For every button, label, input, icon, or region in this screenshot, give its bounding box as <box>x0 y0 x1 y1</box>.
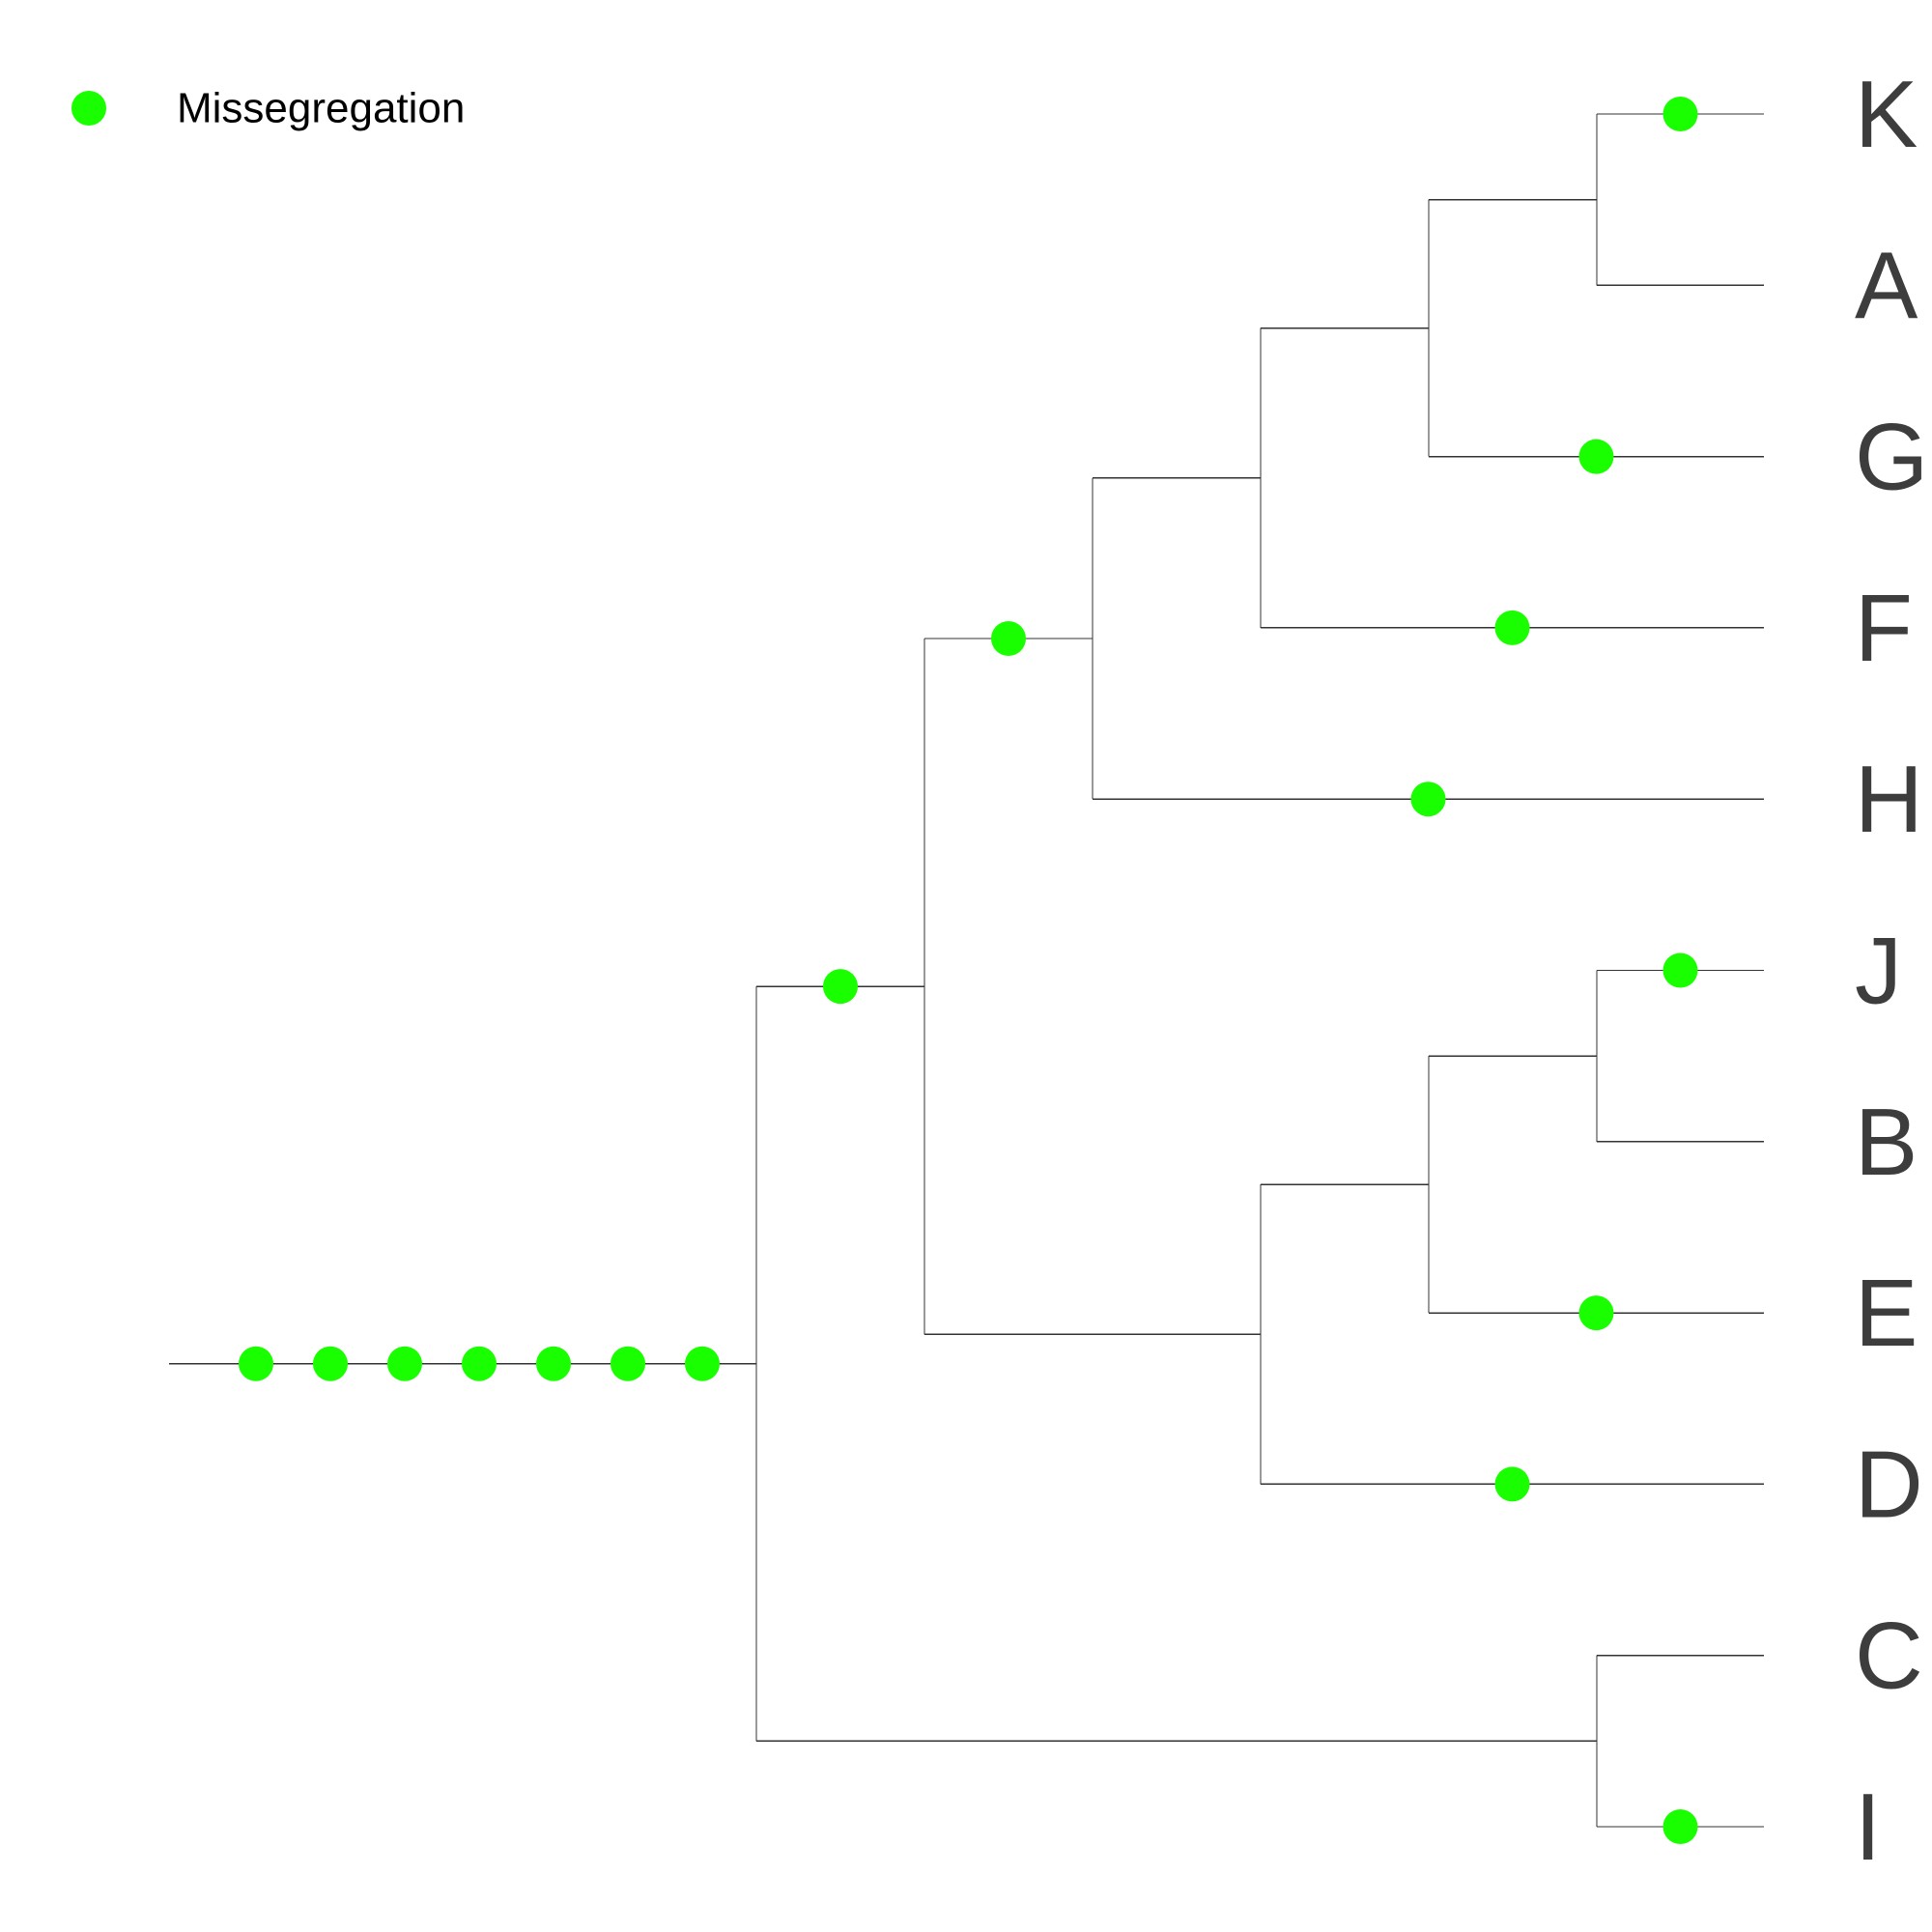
tree-branches <box>169 113 1764 1828</box>
missegregation-dot-nKAGFH <box>991 620 1026 656</box>
missegregation-dot-F <box>1494 610 1530 645</box>
tip-label-H: H <box>1855 746 1923 852</box>
missegregation-dot-nAll9 <box>823 969 858 1005</box>
tip-label-K: K <box>1855 61 1918 167</box>
missegregation-dot-E <box>1578 1295 1614 1331</box>
legend-marker <box>71 91 106 126</box>
tip-label-I: I <box>1855 1774 1881 1880</box>
missegregation-dot-D <box>1494 1466 1530 1502</box>
missegregation-dot-G <box>1578 439 1614 474</box>
missegregation-events <box>239 97 1698 1844</box>
missegregation-dot-I <box>1662 1809 1698 1844</box>
missegregation-dot-stem-7 <box>685 1346 720 1381</box>
missegregation-dot-stem-3 <box>387 1346 422 1381</box>
missegregation-dot-stem-1 <box>239 1346 273 1381</box>
tip-label-C: C <box>1855 1603 1923 1709</box>
tip-label-J: J <box>1855 918 1902 1024</box>
legend: Missegregation <box>71 85 465 132</box>
missegregation-dot-K <box>1662 97 1698 131</box>
missegregation-dot-stem-2 <box>313 1346 348 1381</box>
tip-label-G: G <box>1855 404 1928 510</box>
missegregation-dot-stem-6 <box>611 1346 645 1381</box>
missegregation-dot-J <box>1662 952 1698 988</box>
tip-label-E: E <box>1855 1260 1918 1366</box>
missegregation-dot-stem-5 <box>536 1346 571 1381</box>
tip-label-D: D <box>1855 1431 1923 1537</box>
missegregation-dot-H <box>1410 781 1446 817</box>
tip-label-A: A <box>1855 232 1918 338</box>
legend-label: Missegregation <box>177 85 465 132</box>
tip-label-B: B <box>1855 1089 1918 1195</box>
tip-label-F: F <box>1855 575 1913 681</box>
missegregation-dot-stem-4 <box>462 1346 497 1381</box>
